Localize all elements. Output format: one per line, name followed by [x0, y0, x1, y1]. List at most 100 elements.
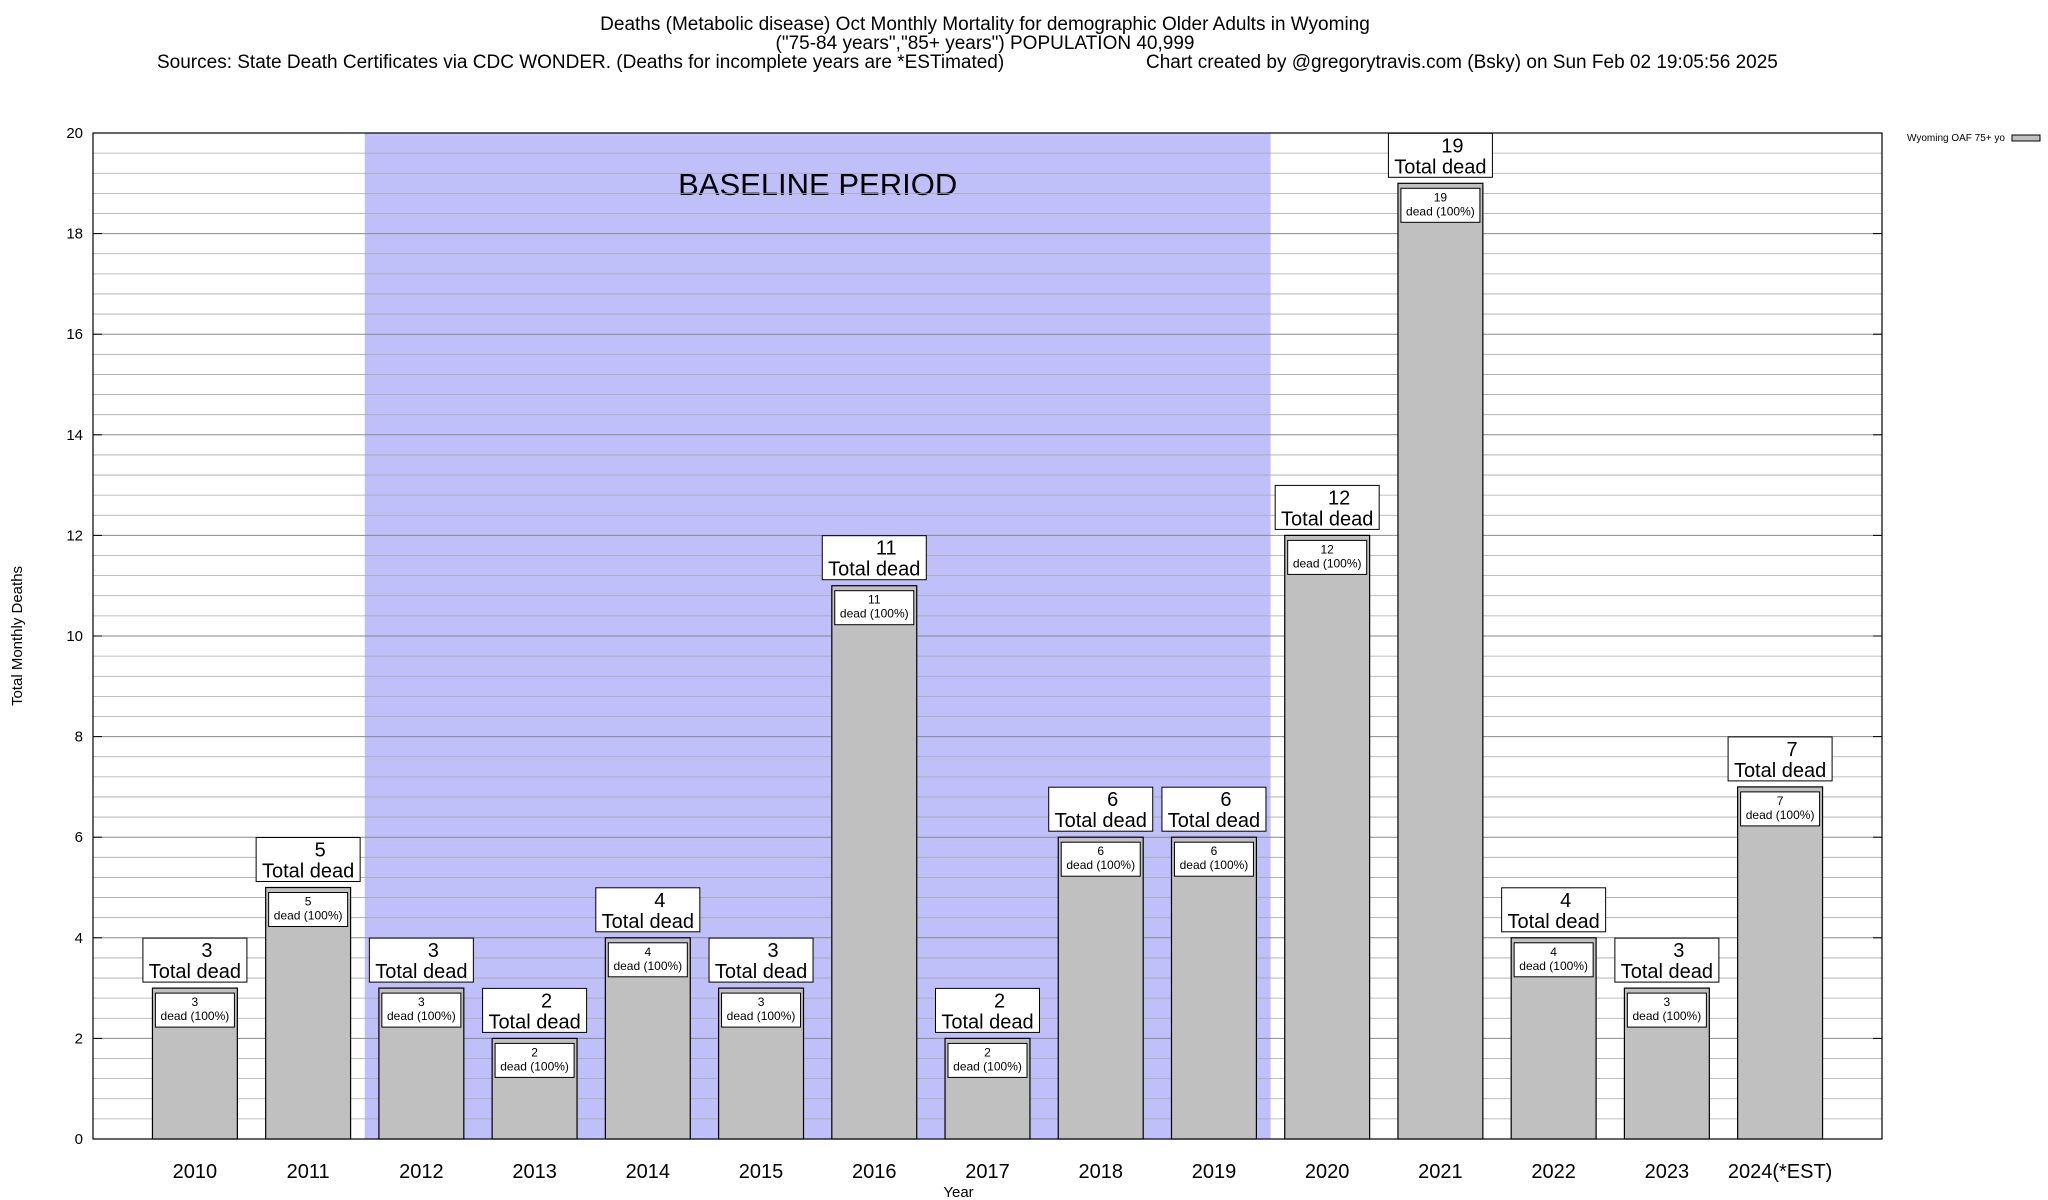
bar-total-value: 6: [1107, 789, 1118, 811]
bar-inner-label: dead (100%): [1066, 858, 1135, 872]
y-tick-label: 10: [66, 628, 83, 645]
bar-total-label-box: [1614, 937, 1720, 983]
bar-total-label: Total dead: [1507, 911, 1599, 933]
bar-total-label: Total dead: [375, 961, 467, 983]
x-axis-title: Year: [943, 1184, 973, 1200]
chart-subtitle: ("75-84 years","85+ years") POPULATION 4…: [775, 33, 1195, 54]
bar-total-label-box: [1161, 786, 1267, 832]
bar-inner-label: dead (100%): [1633, 1009, 1702, 1023]
bar-total-value: 3: [201, 940, 212, 962]
legend-label: Wyoming OAF 75+ yo: [1907, 133, 2005, 144]
bar-inner-value: 6: [1211, 844, 1218, 858]
chart-sources: Sources: State Death Certificates via CD…: [157, 52, 1005, 73]
bar-inner-label: dead (100%): [500, 1059, 569, 1073]
bar-total-label: Total dead: [715, 961, 807, 983]
bar-inner-label-box: [1173, 841, 1254, 877]
x-tick-label: 2012: [399, 1161, 444, 1183]
x-tick-label: 2010: [173, 1161, 218, 1183]
y-tick-label: 2: [75, 1030, 83, 1047]
bar-inner-label: dead (100%): [1519, 959, 1588, 973]
bar-inner-label: dead (100%): [1180, 858, 1249, 872]
bar-inner-value: 5: [305, 895, 312, 909]
bar: [1057, 836, 1144, 1140]
bar-inner-label: dead (100%): [387, 1009, 456, 1023]
bar-total-label-box: [595, 887, 701, 933]
bar-total-label: Total dead: [1055, 810, 1147, 832]
y-tick-label: 6: [75, 829, 83, 846]
baseline-period-label: BASELINE PERIOD: [678, 167, 957, 202]
x-tick-label: 2020: [1305, 1161, 1350, 1183]
legend-swatch: [2011, 134, 2041, 142]
bar-total-value: 6: [1220, 789, 1231, 811]
bar-inner-value: 4: [1550, 945, 1557, 959]
bar: [1737, 786, 1824, 1140]
bar-inner-label: dead (100%): [727, 1009, 796, 1023]
bar-inner-value: 6: [1097, 844, 1104, 858]
bar-total-value: 5: [315, 840, 326, 862]
bar: [1284, 534, 1371, 1140]
y-tick-label: 12: [66, 527, 83, 544]
bar-inner-value: 3: [758, 995, 765, 1009]
bar-total-label-box: [1387, 132, 1493, 178]
bar-inner-label: dead (100%): [953, 1059, 1022, 1073]
bar-inner-label: dead (100%): [613, 959, 682, 973]
bar-inner-value: 19: [1434, 190, 1448, 204]
bar-inner-label-box: [494, 1042, 575, 1078]
bar-inner-value: 4: [644, 945, 651, 959]
bar-total-value: 11: [876, 538, 897, 560]
bar-inner-value: 3: [418, 995, 425, 1009]
chart-title: Deaths (Metabolic disease) Oct Monthly M…: [600, 14, 1370, 35]
y-tick-label: 16: [66, 326, 83, 343]
bar-inner-value: 11: [868, 593, 881, 607]
bar-inner-value: 3: [192, 995, 199, 1009]
bar-total-value: 2: [994, 990, 1005, 1012]
bar: [1170, 836, 1258, 1140]
bar-total-label: Total dead: [1734, 760, 1826, 782]
x-tick-label: 2014: [626, 1161, 671, 1183]
bar-total-value: 3: [767, 940, 778, 962]
y-tick-label: 20: [66, 125, 83, 142]
x-tick-label: 2023: [1645, 1161, 1690, 1183]
bar: [1397, 182, 1484, 1140]
bar-total-label-box: [821, 535, 927, 581]
bar: [265, 886, 352, 1140]
bar-total-label-box: [1501, 887, 1607, 933]
bar-inner-label: dead (100%): [1293, 556, 1362, 570]
bar-inner-value: 2: [531, 1045, 538, 1059]
x-tick-label: 2018: [1078, 1161, 1123, 1183]
bar-total-label-box: [368, 937, 474, 983]
bar-inner-value: 3: [1664, 995, 1671, 1009]
bar-inner-label-box: [1626, 992, 1707, 1028]
bar-total-label: Total dead: [488, 1011, 580, 1033]
bar-total-value: 3: [1673, 940, 1684, 962]
bar-total-value: 2: [541, 990, 552, 1012]
bar-inner-label-box: [1740, 791, 1821, 827]
bar-total-label-box: [708, 937, 814, 983]
chart-credit: Chart created by @gregorytravis.com (Bsk…: [1146, 52, 1778, 73]
x-tick-label: 2016: [852, 1161, 897, 1183]
bar-inner-label-box: [1513, 942, 1594, 978]
bar-total-label: Total dead: [1394, 156, 1486, 178]
bar-inner-label-box: [834, 590, 915, 626]
bar-inner-label-box: [381, 992, 462, 1028]
bar-total-label: Total dead: [828, 559, 920, 581]
bar-total-label-box: [1274, 484, 1380, 530]
bar-total-label: Total dead: [1621, 961, 1713, 983]
bar-inner-label: dead (100%): [161, 1009, 230, 1023]
bar-total-value: 12: [1328, 487, 1350, 509]
bar-total-label-box: [1727, 736, 1833, 782]
x-tick-label: 2019: [1192, 1161, 1237, 1183]
bar-inner-label-box: [1287, 539, 1368, 575]
bar-inner-value: 2: [984, 1045, 991, 1059]
bar-inner-label: dead (100%): [1746, 808, 1815, 822]
bar-inner-value: 7: [1777, 794, 1784, 808]
bar-inner-label: dead (100%): [840, 607, 909, 621]
bar: [831, 585, 918, 1140]
y-tick-label: 4: [75, 930, 83, 947]
y-tick-label: 0: [75, 1131, 83, 1148]
bar-inner-value: 12: [1321, 542, 1335, 556]
y-axis-title: Total Monthly Deaths: [9, 566, 26, 706]
x-tick-label: 2011: [287, 1161, 330, 1183]
y-tick-label: 18: [66, 226, 83, 243]
